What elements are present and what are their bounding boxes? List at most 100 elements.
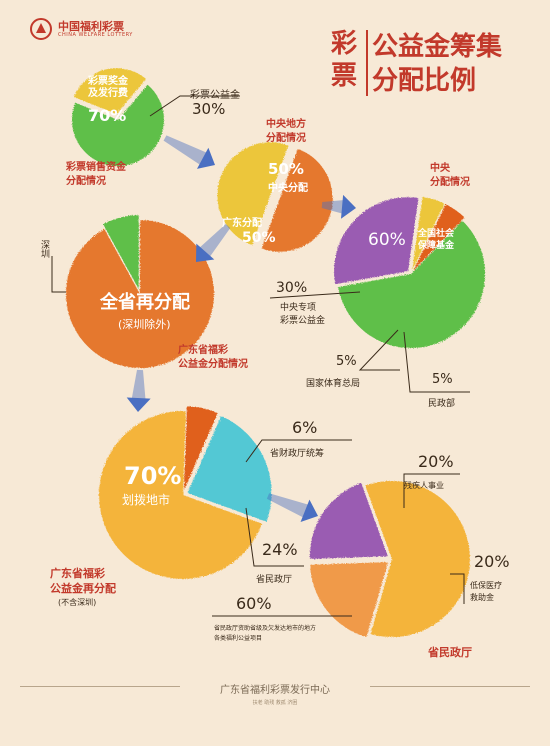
p3-purple-label: 中央专项 彩票公益金 <box>280 302 325 328</box>
pie-1 <box>72 68 165 166</box>
leader-p1-small <box>149 95 240 117</box>
title-line-2: 分配比例 <box>372 66 477 96</box>
pie-charts <box>65 68 486 638</box>
leader-p4-side <box>51 256 66 293</box>
p3-red-pct: 5% <box>432 372 453 387</box>
p2-bottom-label: 广东分配 <box>222 218 262 229</box>
pie-4-slice-1 <box>65 220 214 368</box>
title-side-2: 票 <box>331 61 358 91</box>
leader-p5-red <box>245 439 352 463</box>
lottery-logo-icon <box>30 18 52 40</box>
arrow-p1-to-p2 <box>163 135 216 169</box>
p6-purple-label: 低保医疗 救助金 <box>470 580 502 604</box>
footer-rule-right <box>370 686 530 687</box>
p6-caption: 省民政厅 <box>428 646 472 659</box>
p2-caption-2: 分配情况 <box>266 133 306 144</box>
pie-6-slice-1 <box>365 480 471 637</box>
leader-lines <box>51 95 470 617</box>
p2-bottom-pct: 50% <box>242 230 276 246</box>
p6-big-label-2: 各类福利公益项目 <box>214 635 263 642</box>
arrow-p2-to-p4 <box>195 224 231 263</box>
p2-caption-1: 中央地方 <box>266 119 306 130</box>
p3-big-pct: 60% <box>368 230 406 250</box>
p6-peach-pct: 20% <box>418 452 454 471</box>
pie-5-slice-3 <box>187 416 272 522</box>
p2-caption: 中央地方 分配情况 <box>266 118 306 146</box>
pie-5-slice-2 <box>184 406 218 491</box>
p6-big-label-1: 省民政厅资助省级及欠发达地市的地方 <box>214 625 317 632</box>
p6-big-label: 省民政厅资助省级及欠发达地市的地方 各类福利公益项目 <box>214 624 316 644</box>
p3-red-label: 民政部 <box>428 399 456 409</box>
p6-big-pct: 60% <box>236 594 272 613</box>
p2-top-pct: 50% <box>268 160 304 178</box>
p4-side-label: 深圳 <box>39 240 49 258</box>
arrow-p2-to-p3 <box>321 194 357 219</box>
footer-rule-left <box>20 686 180 687</box>
p5-red-label: 省财政厅统筹 <box>270 449 325 459</box>
p1-small-label: 彩票公益金 <box>190 90 240 101</box>
p5-caption: 广东省福彩 公益金再分配 <box>50 566 116 596</box>
p6-purple-label-2: 救助金 <box>470 593 494 602</box>
title-side-1: 彩 <box>331 29 358 59</box>
p5-teal-label: 省民政厅 <box>256 575 293 585</box>
p5-teal-pct: 24% <box>262 540 298 559</box>
p5-caption-1: 广东省福彩 <box>50 567 105 580</box>
p3-yellow-label: 国家体育总局 <box>306 379 361 389</box>
pie-4-slice-2 <box>103 215 139 290</box>
p1-big-label: 彩票奖金 及发行费 <box>88 76 128 99</box>
pie-3-slice-1 <box>338 220 486 349</box>
p4-main-label: 全省再分配 <box>100 292 190 313</box>
p1-big-pct: 70% <box>88 106 127 125</box>
p5-red-pct: 6% <box>292 418 318 437</box>
pie-2-slice-1 <box>261 148 333 252</box>
p3-purple-label-1: 中央专项 <box>280 303 317 313</box>
p1-small-pct: 30% <box>192 100 226 118</box>
p4-caption-2: 公益金分配情况 <box>178 359 248 370</box>
p3-yellow-pct: 5% <box>336 354 357 369</box>
logo-subtext: CHINA WELFARE LOTTERY <box>58 31 133 38</box>
leader-p3-yellow <box>358 329 400 371</box>
footer-slogan: 扶老 助残 救孤 济困 <box>252 700 298 706</box>
leader-p3-red <box>403 331 470 393</box>
p4-caption-1: 广东省福彩 <box>178 345 228 356</box>
p3-purple-pct: 30% <box>276 280 308 296</box>
p5-caption-2: 公益金再分配 <box>50 582 116 595</box>
p6-peach-label: 残疾人事业 <box>404 481 444 490</box>
title-line-1: 公益金筹集 <box>372 32 503 62</box>
p1-caption-1: 彩票销售资金 <box>66 162 126 173</box>
p4-caption: 广东省福彩 公益金分配情况 <box>178 344 248 372</box>
pie-3 <box>334 196 486 349</box>
arrow-p4-to-p5 <box>126 369 151 413</box>
p6-purple-pct: 20% <box>474 552 510 571</box>
p1-caption: 彩票销售资金 分配情况 <box>66 161 126 189</box>
p5-big-pct: 70% <box>124 462 182 490</box>
pie-3-slice-2 <box>334 197 419 285</box>
pie-2-slice-2 <box>217 142 289 246</box>
p5-note: (不含深圳) <box>58 598 97 607</box>
p3-caption-1: 中央 <box>430 163 450 174</box>
pie-2 <box>217 142 333 252</box>
p2-top-label: 中央分配 <box>268 183 308 194</box>
footer-org: 广东省福利彩票发行中心 <box>220 685 330 696</box>
p3-caption: 中央 分配情况 <box>430 162 470 190</box>
p3-big-label-1: 全国社会 <box>418 229 455 239</box>
pie-6-slice-2 <box>310 562 389 638</box>
pie-1-slice-2 <box>73 68 147 115</box>
p3-big-label-2: 保障基金 <box>418 241 455 251</box>
p1-caption-2: 分配情况 <box>66 176 106 187</box>
logo: 中国福利彩票 CHINA WELFARE LOTTERY <box>30 18 133 40</box>
title-divider <box>366 30 368 96</box>
p5-big-label: 划拨地市 <box>122 493 171 507</box>
leader-p5-teal <box>245 507 304 567</box>
pie-4 <box>65 215 214 368</box>
p6-purple-label-1: 低保医疗 <box>470 581 502 590</box>
pie-5-slice-1 <box>98 411 262 579</box>
pie-1-slice-1 <box>72 84 165 166</box>
logo-text: 中国福利彩票 <box>58 19 124 33</box>
leader-p6-peach <box>403 473 460 508</box>
pie-6 <box>309 480 471 638</box>
p3-purple-label-2: 彩票公益金 <box>280 316 326 326</box>
title-main: 公益金筹集 分配比例 <box>372 30 502 98</box>
arrow-p5-to-p6 <box>266 493 318 522</box>
